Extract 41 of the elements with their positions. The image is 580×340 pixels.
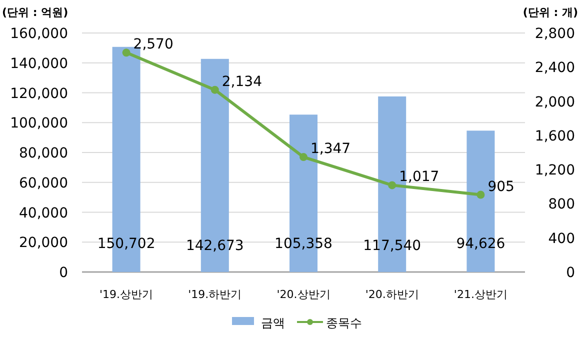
x-tick-label: '20.하반기	[365, 288, 419, 301]
y-tick-label: 0	[59, 265, 68, 281]
y2-axis-title: (단위 : 개)	[522, 6, 578, 19]
y2-tick-label: 0	[566, 265, 575, 281]
point	[300, 153, 308, 162]
data-label: 142,673	[186, 238, 244, 254]
data-label: 1,347	[310, 141, 351, 158]
y-tick-label: 60,000	[19, 175, 68, 192]
y2-tick-label: 400	[548, 230, 575, 247]
data-label: 905	[488, 178, 514, 195]
legend-label: 종목수	[326, 316, 362, 330]
y2-tick-label: 800	[548, 196, 575, 213]
y-axis-title: (단위 : 억원)	[2, 6, 68, 19]
y-tick-label: 140,000	[10, 56, 68, 72]
point	[388, 181, 396, 190]
x-tick-label: '20.상반기	[276, 288, 330, 301]
data-label: 105,358	[274, 236, 332, 252]
legend-label: 금액	[261, 316, 285, 330]
point	[476, 190, 485, 199]
y-tick-label: 20,000	[19, 235, 68, 252]
y-tick-label: 80,000	[19, 146, 68, 162]
data-label: 2,570	[133, 36, 174, 53]
point	[210, 86, 219, 94]
data-label: 2,134	[222, 74, 262, 90]
y2-tick-label: 1,200	[534, 162, 575, 179]
y-tick-label: 120,000	[10, 86, 68, 102]
y2-tick-label: 1,600	[534, 128, 575, 144]
data-label: 117,540	[363, 238, 422, 254]
data-label: 1,017	[399, 169, 440, 186]
y2-tick-label: 2,800	[534, 26, 575, 42]
y-tick-label: 160,000	[10, 26, 68, 42]
y2-tick-label: 2,400	[534, 60, 575, 76]
data-label: 94,626	[456, 236, 506, 252]
data-label: 150,702	[97, 236, 156, 252]
y-tick-label: 100,000	[10, 116, 68, 132]
x-tick-label: '21.상반기	[454, 288, 508, 301]
y-tick-label: 40,000	[19, 205, 68, 222]
y2-tick-label: 2,000	[534, 94, 575, 110]
x-tick-label: '19.상반기	[100, 288, 154, 301]
x-tick-label: '19.하반기	[188, 288, 242, 301]
point	[122, 48, 130, 57]
